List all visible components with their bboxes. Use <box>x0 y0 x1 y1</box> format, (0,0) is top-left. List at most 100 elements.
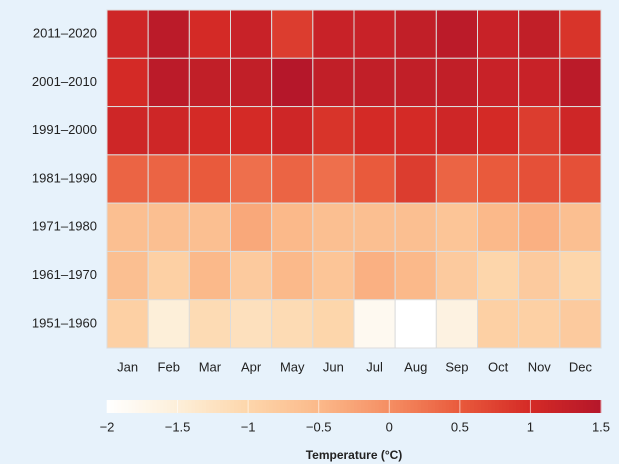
cell <box>106 9 149 59</box>
colorbar-segment <box>311 400 316 413</box>
colorbar-segment <box>297 400 302 413</box>
colorbar-segment <box>107 400 112 413</box>
colorbar-segment <box>541 400 546 413</box>
cell <box>271 9 314 59</box>
cell <box>394 154 437 204</box>
cell <box>230 106 273 156</box>
cell <box>477 250 520 301</box>
cell <box>394 202 437 252</box>
colorbar-segment <box>385 400 390 413</box>
cell <box>477 106 520 156</box>
colorbar-segment <box>410 400 415 413</box>
cell <box>312 299 355 349</box>
cell <box>518 9 561 59</box>
colorbar-segment <box>364 400 369 413</box>
colorbar-segment <box>590 400 595 413</box>
colorbar-segment <box>244 400 249 413</box>
cell <box>394 9 437 59</box>
colorbar-segment <box>198 400 203 413</box>
x-tick-label: Aug <box>404 359 427 374</box>
colorbar-segment <box>484 400 489 413</box>
colorbar-tick-label: 0.5 <box>451 419 469 434</box>
colorbar-segment <box>138 400 143 413</box>
colorbar-segment <box>382 400 387 413</box>
colorbar-segment <box>170 400 175 413</box>
colorbar-segment <box>318 400 323 413</box>
cell <box>477 154 520 204</box>
colorbar-segment <box>152 400 157 413</box>
colorbar-segment <box>417 400 422 413</box>
colorbar-segment <box>350 400 355 413</box>
x-tick-label: Mar <box>199 359 222 374</box>
colorbar-segment <box>315 400 320 413</box>
colorbar-segment <box>329 400 334 413</box>
colorbar-segment <box>498 400 503 413</box>
colorbar-segment <box>583 400 588 413</box>
colorbar-tick-label: −0.5 <box>306 419 332 434</box>
cell <box>147 57 190 108</box>
colorbar-segment <box>354 400 359 413</box>
colorbar-segment <box>343 400 348 413</box>
cell <box>271 299 314 349</box>
cell <box>353 202 396 252</box>
colorbar-segment <box>413 400 419 413</box>
x-tick-label: Nov <box>528 359 552 374</box>
colorbar-segment <box>188 400 193 413</box>
colorbar-segment <box>569 400 574 413</box>
cell <box>312 250 355 301</box>
colorbar-segment <box>428 400 433 413</box>
colorbar-tick-label: 1.5 <box>592 419 610 434</box>
y-tick-label: 1971–1980 <box>32 219 97 234</box>
colorbar-segment <box>555 400 560 413</box>
colorbar-segment <box>258 400 263 413</box>
colorbar-segment <box>131 400 136 413</box>
cell <box>559 202 602 252</box>
cell <box>147 250 190 301</box>
colorbar-segment <box>248 400 253 413</box>
colorbar-segment <box>191 400 196 413</box>
colorbar-segment <box>357 400 362 413</box>
cell <box>559 250 602 301</box>
colorbar-segment <box>283 400 288 413</box>
colorbar-title: Temperature (°C) <box>306 448 403 462</box>
colorbar-segment <box>290 400 295 413</box>
cell <box>559 9 602 59</box>
cell <box>230 154 273 204</box>
cell <box>435 202 479 252</box>
colorbar-segment <box>572 400 577 413</box>
cell <box>312 106 355 156</box>
x-tick-label: Feb <box>158 359 180 374</box>
colorbar-segment <box>226 400 231 413</box>
colorbar-segment <box>212 400 217 413</box>
cell <box>477 202 520 252</box>
colorbar-segment <box>551 400 556 413</box>
colorbar-segment <box>516 400 521 413</box>
cell <box>435 106 479 156</box>
colorbar-segment <box>481 400 486 413</box>
colorbar-segment <box>449 400 454 413</box>
cell <box>435 57 479 108</box>
colorbar-segment <box>548 400 553 413</box>
cell <box>353 299 396 349</box>
cell <box>518 202 561 252</box>
colorbar-segment <box>184 400 189 413</box>
cell <box>435 154 479 204</box>
colorbar-segment <box>495 400 500 413</box>
cell <box>271 57 314 108</box>
colorbar-segment <box>272 400 277 413</box>
colorbar-segment <box>205 400 210 413</box>
colorbar-segment <box>177 400 182 413</box>
cell <box>312 202 355 252</box>
y-tick-label: 1991–2000 <box>32 122 97 137</box>
x-tick-label: Apr <box>241 359 262 374</box>
cell <box>230 57 273 108</box>
cell <box>106 202 149 252</box>
colorbar-segment <box>502 400 507 413</box>
colorbar-segment <box>332 400 337 413</box>
cell <box>106 57 149 108</box>
colorbar-segment <box>424 400 429 413</box>
cell <box>435 9 479 59</box>
cell <box>188 9 231 59</box>
colorbar-segment <box>463 400 468 413</box>
